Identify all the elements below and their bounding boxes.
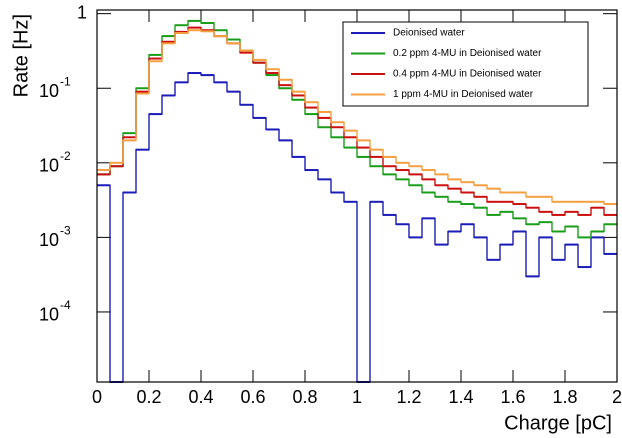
x-tick-label: 0.2 <box>136 387 161 407</box>
legend-label: 0.4 ppm 4-MU in Deionised water <box>393 69 542 80</box>
x-tick-label: 2 <box>612 387 622 407</box>
y-tick-exponent: -2 <box>60 149 71 163</box>
legend-label: Deionised water <box>393 28 465 39</box>
x-tick-label: 0 <box>92 387 102 407</box>
x-tick-label: 0.4 <box>188 387 213 407</box>
y-tick-exponent: -1 <box>60 74 71 88</box>
x-tick-label: 1.2 <box>396 387 421 407</box>
legend-box <box>342 21 589 107</box>
y-axis-label: Rate [Hz] <box>10 14 32 97</box>
step-connector <box>97 72 617 383</box>
x-tick-label: 1.8 <box>552 387 577 407</box>
y-tick-label: 10 <box>39 305 59 325</box>
y-tick-label: 1 <box>77 2 87 22</box>
y-tick-exponent: -3 <box>60 224 71 238</box>
x-tick-label: 1.6 <box>500 387 525 407</box>
x-tick-label: 0.8 <box>292 387 317 407</box>
plot-frame <box>96 9 618 383</box>
legend-label: 1 ppm 4-MU in Deionised water <box>393 89 534 100</box>
legend-label: 0.2 ppm 4-MU in Deionised water <box>393 48 542 59</box>
x-tick-label: 1 <box>352 387 362 407</box>
y-tick-exponent: -4 <box>60 298 71 312</box>
x-axis-label: Charge [pC] <box>504 412 612 434</box>
y-tick-label: 10 <box>39 230 59 250</box>
y-tick-label: 10 <box>39 81 59 101</box>
x-tick-label: 1.4 <box>448 387 473 407</box>
x-tick-label: 0.6 <box>240 387 265 407</box>
y-tick-label: 10 <box>39 156 59 176</box>
